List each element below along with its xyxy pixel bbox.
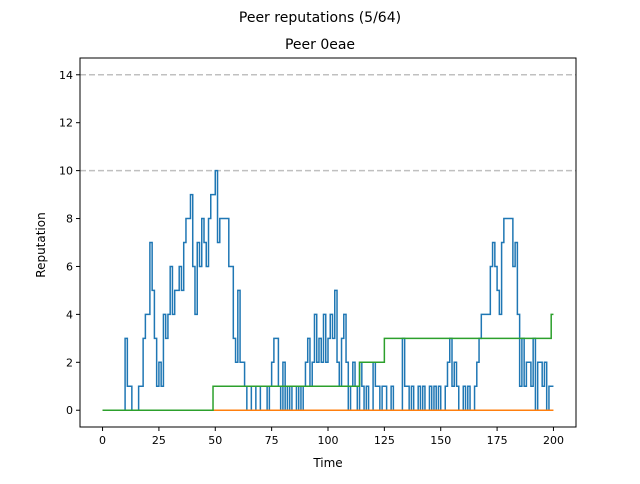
- y-tick-label-12: 12: [59, 117, 73, 130]
- series-line-0: [102, 169, 554, 411]
- y-tick-label-2: 2: [66, 356, 73, 369]
- x-tick-label-25: 25: [152, 434, 166, 447]
- x-tick-label-75: 75: [265, 434, 279, 447]
- y-tick-label-14: 14: [59, 69, 73, 82]
- x-tick-label-50: 50: [208, 434, 222, 447]
- figure-suptitle: Peer reputations (5/64): [239, 10, 401, 26]
- y-axis-label: Reputation: [34, 212, 48, 277]
- y-tick-label-0: 0: [66, 404, 73, 417]
- plot-area: 0 25 50 75 100 125 150 175 200 0 2 4 6 8 10 12 14: [59, 57, 577, 447]
- y-tick-label-6: 6: [66, 260, 73, 273]
- x-tick-label-175: 175: [487, 434, 508, 447]
- x-tick-label-150: 150: [430, 434, 451, 447]
- y-tick-label-8: 8: [66, 213, 73, 226]
- chart-title: Peer 0eae: [285, 37, 355, 53]
- x-tick-label-200: 200: [543, 434, 564, 447]
- series-line-2: [102, 313, 554, 411]
- y-tick-label-10: 10: [59, 165, 73, 178]
- y-tick-label-4: 4: [66, 308, 73, 321]
- x-tick-label-125: 125: [374, 434, 395, 447]
- x-tick-label-0: 0: [99, 434, 106, 447]
- x-tick-label-100: 100: [318, 434, 339, 447]
- x-axis-label: Time: [312, 456, 342, 470]
